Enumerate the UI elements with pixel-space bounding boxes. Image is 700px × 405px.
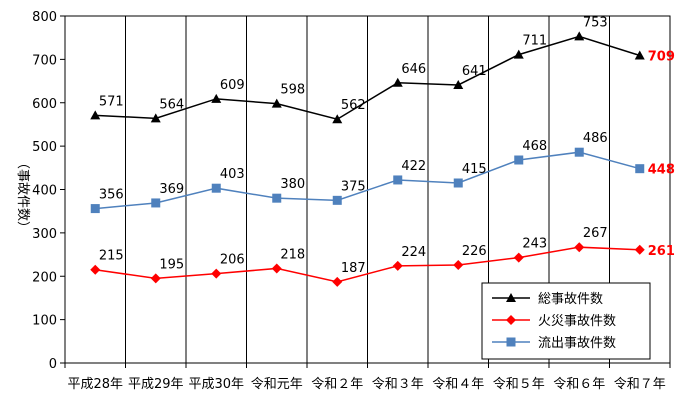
- data-point: [635, 164, 645, 174]
- legend-entry: 総事故件数: [538, 292, 603, 307]
- data-point: [90, 110, 101, 120]
- data-label: 261: [648, 244, 675, 259]
- x-tick-label: 平成29年: [128, 377, 184, 392]
- y-tick-label: 600: [32, 97, 57, 112]
- data-label: 564: [159, 97, 184, 112]
- data-label: 224: [401, 245, 426, 260]
- y-tick-label: 100: [32, 314, 57, 329]
- data-point: [90, 204, 100, 214]
- series-group: [90, 31, 645, 287]
- data-point: [634, 244, 645, 255]
- x-tick-label: 令和５年: [493, 377, 545, 392]
- data-point: [513, 49, 524, 59]
- legend-marker: [506, 337, 516, 347]
- data-label: 448: [648, 163, 675, 178]
- y-tick-label: 800: [32, 10, 57, 25]
- data-label: 571: [99, 94, 124, 109]
- data-label: 375: [341, 179, 366, 194]
- data-label: 195: [159, 257, 184, 272]
- data-point: [271, 98, 282, 108]
- data-label: 243: [522, 237, 547, 252]
- data-point: [271, 263, 282, 274]
- data-label: 641: [462, 64, 487, 79]
- data-label: 415: [462, 162, 487, 177]
- x-tick-labels: 平成28年 平成29年 平成30年 令和元年 令和２年 令和３年 令和４年 令和５年 令和６年令…: [67, 377, 665, 392]
- data-label: 486: [583, 131, 608, 146]
- data-point: [453, 259, 464, 270]
- x-tick-label: 令和６年: [553, 377, 605, 392]
- x-tick-label: 平成28年: [67, 377, 123, 392]
- data-label: 369: [159, 182, 184, 197]
- legend-marker: [506, 315, 516, 325]
- axes: [60, 15, 671, 368]
- data-point: [332, 114, 343, 124]
- y-tick-label: 0: [49, 357, 57, 372]
- data-point: [634, 50, 645, 60]
- series-line: [95, 246, 640, 283]
- data-label: 403: [220, 167, 245, 182]
- data-point: [514, 155, 524, 165]
- y-tick-label: 300: [32, 227, 57, 242]
- y-tick-label: 400: [32, 184, 57, 199]
- x-tick-label: 令和２年: [311, 377, 363, 392]
- x-tick-label: 令和７年: [614, 377, 666, 392]
- data-point: [150, 273, 161, 284]
- data-point: [90, 264, 101, 275]
- data-label: 562: [341, 98, 366, 113]
- data-point: [392, 77, 403, 87]
- data-label: 215: [99, 249, 124, 264]
- x-tick-label: 令和３年: [372, 377, 424, 392]
- y-tick-label: 500: [32, 140, 57, 155]
- data-label: 187: [341, 261, 366, 276]
- data-label: 356: [99, 188, 124, 203]
- data-point: [332, 195, 342, 205]
- x-tick-label: 令和元年: [251, 377, 303, 392]
- data-label: 206: [220, 253, 245, 268]
- data-label: 226: [462, 244, 487, 259]
- data-label: 218: [280, 247, 305, 262]
- data-point: [332, 276, 343, 287]
- data-label: 422: [401, 159, 426, 174]
- data-label: 468: [522, 139, 547, 154]
- data-label: 609: [220, 78, 245, 93]
- data-label: 380: [280, 177, 305, 192]
- y-tick-label: 200: [32, 270, 57, 285]
- data-point: [393, 175, 403, 185]
- data-label: 598: [280, 83, 305, 98]
- data-point: [211, 93, 222, 103]
- data-point: [574, 242, 585, 253]
- data-point: [150, 113, 161, 123]
- series-line: [95, 151, 640, 210]
- data-point: [574, 147, 584, 157]
- data-point: [151, 198, 161, 208]
- data-point: [513, 252, 524, 263]
- x-tick-label: 平成30年: [188, 377, 244, 392]
- data-point: [211, 183, 221, 193]
- data-point: [574, 31, 585, 41]
- data-point: [272, 193, 282, 203]
- data-label: 267: [583, 226, 608, 241]
- y-tick-labels: 0 100 200 300 400 500 600 700 800: [32, 10, 57, 372]
- data-point: [453, 79, 464, 89]
- data-label: 711: [522, 34, 547, 49]
- series-line: [95, 35, 640, 121]
- data-labels: 571 564 609 598 562 646 641 711 753 709 215 195 206 2…: [99, 15, 675, 276]
- data-label: 753: [583, 15, 608, 30]
- legend-entry: 火災事故件数: [538, 314, 616, 329]
- x-tick-label: 令和４年: [432, 377, 484, 392]
- data-point: [211, 268, 222, 279]
- data-label: 709: [648, 49, 675, 64]
- legend-entry: 流出事故件数: [538, 336, 616, 351]
- legend-marker: [506, 293, 516, 302]
- data-label: 646: [401, 62, 426, 77]
- data-point: [453, 178, 463, 188]
- data-point: [392, 260, 403, 271]
- y-tick-label: 700: [32, 53, 57, 68]
- y-axis-label: （事故件数）: [15, 156, 30, 234]
